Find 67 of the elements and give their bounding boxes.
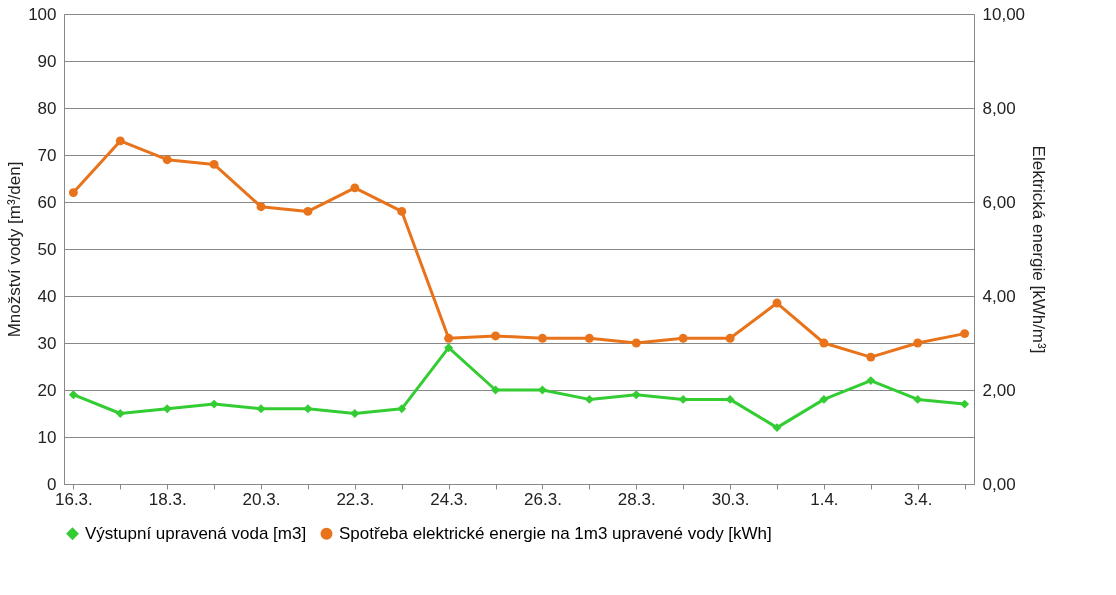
point: [444, 333, 454, 343]
point: [772, 423, 782, 433]
point: [678, 333, 688, 343]
point: [913, 394, 923, 404]
point: [913, 338, 923, 348]
y2-tick-label: 8,00: [982, 98, 1016, 118]
x-tick-label: 28.3.: [617, 489, 656, 509]
point: [819, 394, 829, 404]
point: [68, 390, 78, 400]
point: [866, 352, 876, 362]
point: [350, 183, 360, 193]
legend-label: Spotřeba elektrické energie na 1m3 upravené vody [kWh]: [339, 523, 772, 543]
point: [866, 376, 876, 386]
point: [772, 298, 782, 308]
point: [444, 343, 454, 353]
y-tick-label: 50: [37, 239, 57, 259]
y-axis-title: Množství vody [m³/den]: [5, 161, 25, 338]
point: [631, 338, 641, 348]
y2-axis-title: Elektrická energie [kWh/m³]: [1029, 145, 1049, 354]
x-tick-label: 30.3.: [711, 489, 750, 509]
point: [303, 404, 313, 414]
point: [537, 333, 547, 343]
point: [960, 329, 970, 339]
y2-tick-label: 10,00: [982, 4, 1026, 24]
y2-tick-label: 0,00: [982, 474, 1016, 494]
y2-tick-label: 6,00: [982, 192, 1016, 212]
point: [209, 159, 219, 169]
point: [491, 331, 501, 341]
point: [68, 188, 78, 198]
point: [350, 409, 360, 418]
point: [725, 333, 735, 343]
point: [209, 399, 219, 409]
y-tick-label: 20: [37, 380, 57, 400]
x-tick-label: 18.3.: [148, 489, 187, 509]
y-tick-label: 100: [28, 4, 57, 24]
point: [256, 202, 266, 212]
point: [819, 338, 829, 348]
point: [584, 333, 594, 343]
x-tick-label: 3.4.: [904, 489, 933, 509]
y-tick-label: 60: [37, 192, 57, 212]
point: [256, 404, 266, 414]
point: [303, 206, 313, 216]
y-tick-label: 10: [37, 427, 57, 447]
y2-tick-label: 2,00: [982, 380, 1016, 400]
point: [115, 409, 125, 418]
x-tick-label: 16.3.: [54, 489, 93, 509]
point: [584, 394, 594, 404]
y-tick-label: 80: [37, 98, 57, 118]
x-tick-label: 24.3.: [430, 489, 469, 509]
point: [162, 155, 172, 165]
x-tick-label: 26.3.: [524, 489, 562, 509]
y-tick-label: 90: [37, 51, 57, 71]
x-tick-label: 1.4.: [810, 489, 839, 509]
x-tick-label: 20.3.: [242, 489, 281, 509]
point: [162, 404, 172, 414]
point: [631, 390, 641, 400]
y-tick-label: 40: [37, 286, 57, 306]
y2-tick-label: 4,00: [982, 286, 1016, 306]
y-tick-label: 0: [47, 474, 57, 494]
point: [397, 404, 407, 414]
y-tick-label: 30: [37, 333, 57, 353]
legend-label: Výstupní upravená voda [m3]: [85, 523, 307, 543]
y-tick-label: 70: [37, 145, 57, 165]
point: [397, 206, 407, 216]
x-tick-label: 22.3.: [336, 489, 375, 509]
point: [115, 136, 125, 146]
point: [960, 399, 970, 409]
